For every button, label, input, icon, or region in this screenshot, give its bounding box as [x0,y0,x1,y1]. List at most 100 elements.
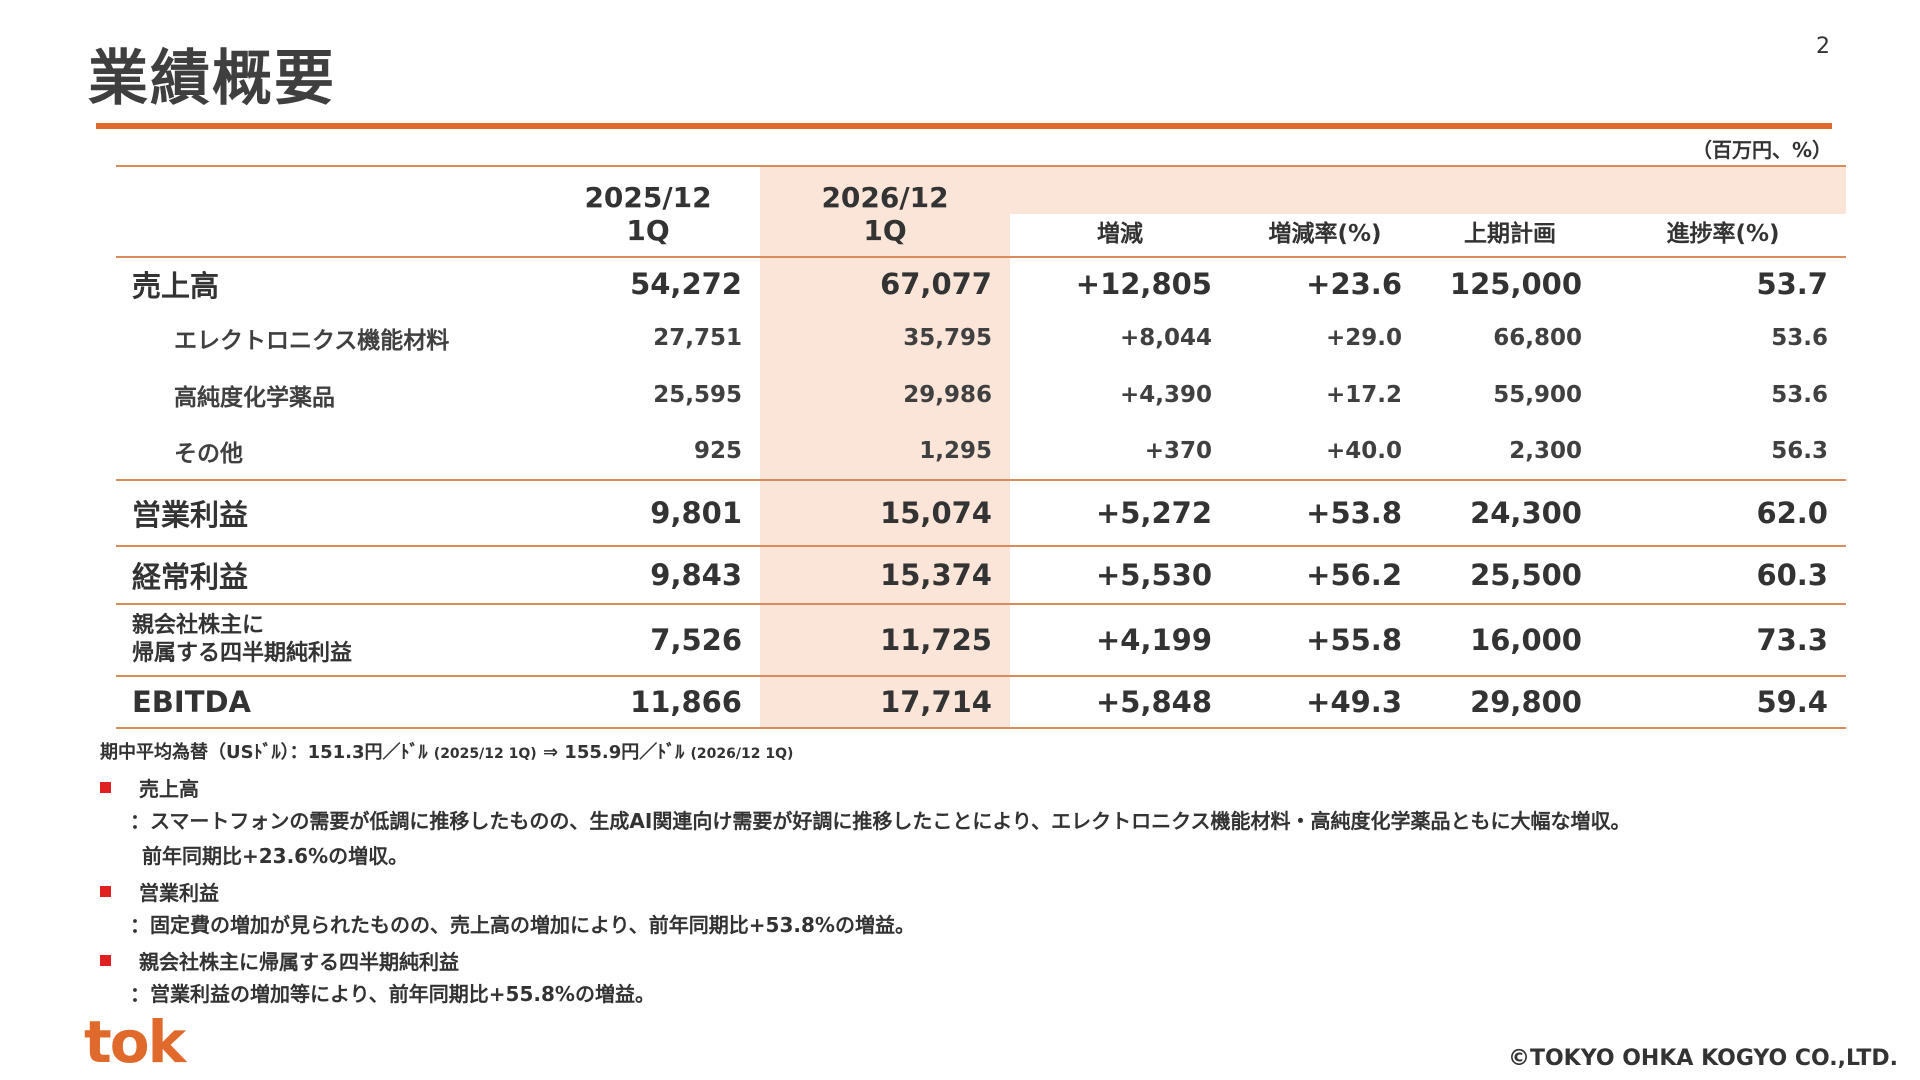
cell-prev: 11,866 [536,675,760,729]
cell-plan: 29,800 [1420,675,1600,729]
cell-rate: +23.6 [1306,266,1402,301]
header-change-rate: 増減率(%) [1230,214,1420,258]
table-row-ebitda: EBITDA 11,866 17,714 +5,848 +49.3 29,800… [116,675,1846,729]
cell-prev: 54,272 [630,266,742,301]
row-label: 営業利益 [116,479,536,546]
comment-body: ：固定費の増加が見られたものの、売上高の増加により、前年同期比+53.8%の増益… [100,908,1860,943]
cell-change: +8,044 [1119,324,1212,351]
comment-line: ：固定費の増加が見られたものの、売上高の増加により、前年同期比+53.8%の増益… [130,913,915,937]
table-row-operating-income: 営業利益 9,801 15,074 +5,272 +53.8 24,300 62… [116,479,1846,546]
cell-prev: 9,801 [536,479,760,546]
cell-rate: +40.0 [1325,438,1402,464]
fx-prev-period: (2025/12 1Q) [433,746,537,762]
comment-heading-text: 売上高 [139,776,199,801]
row-label: 親会社株主に 帰属する四半期純利益 [116,603,536,676]
row-label: エレクトロニクス機能材料 [174,327,450,354]
cell-progress: 73.3 [1600,603,1846,676]
cell-plan: 55,900 [1493,381,1582,408]
cell-plan: 125,000 [1449,266,1582,301]
header-row-columns: 1Q 1Q 増減 増減率(%) 上期計画 進捗率(%) [116,214,1846,258]
cell-progress: 56.3 [1771,438,1828,464]
cell-prev: 7,526 [536,603,760,676]
cell-prev: 9,843 [536,545,760,604]
cell-curr: 29,986 [760,366,1010,423]
cell-rate: +55.8 [1230,603,1420,676]
cell-curr: 15,074 [760,479,1010,546]
row-label: その他 [174,441,243,467]
comment-line: 前年同期比+23.6%の増収。 [142,844,409,868]
row-label: 高純度化学薬品 [174,384,335,411]
table-row-chemicals: 高純度化学薬品 25,595 29,986 +4,390 +17.2 55,90… [116,366,1846,423]
cell-rate: +49.3 [1230,675,1420,729]
financial-summary-table: 2025/12 2026/12 1Q 1Q 増減 増減率(%) 上期計画 進捗率… [116,165,1846,729]
cell-progress: 53.6 [1771,381,1828,408]
row-label: 売上高 [132,268,220,303]
table-row-ordinary-income: 経常利益 9,843 15,374 +5,530 +56.2 25,500 60… [116,545,1846,604]
header-progress: 進捗率(%) [1600,214,1846,258]
header-change: 増減 [1010,214,1230,258]
cell-progress: 60.3 [1600,545,1846,604]
page-number: 2 [1816,34,1830,59]
cell-prev: 925 [693,438,742,464]
row-label-line2: 帰属する四半期純利益 [132,641,353,666]
cell-change: +5,272 [1010,479,1230,546]
cell-progress: 53.6 [1771,324,1828,351]
cell-prev: 27,751 [653,324,742,351]
header-blank [116,165,536,214]
cell-curr: 15,374 [760,545,1010,604]
bullet-square-icon [100,885,111,897]
comment-heading-text: 営業利益 [139,880,219,905]
bullet-square-icon [100,954,111,966]
slide-title: 業績概要 [88,44,336,114]
cell-rate: +17.2 [1325,381,1402,408]
cell-plan: 24,300 [1420,479,1600,546]
cell-change: +5,530 [1010,545,1230,604]
comment-heading: 親会社株主に帰属する四半期純利益 [100,943,1860,977]
cell-change: +4,390 [1119,381,1212,408]
comment-heading-text: 親会社株主に帰属する四半期純利益 [139,949,459,974]
cell-plan: 66,800 [1493,324,1582,351]
header-prev-year: 2025/12 [536,165,760,214]
cell-change: +4,199 [1010,603,1230,676]
fx-arrow: ⇒ 155.9円／ﾄﾞﾙ [542,742,685,763]
fx-curr-period: (2026/12 1Q) [690,746,794,762]
cell-curr: 1,295 [760,423,1010,480]
cell-curr: 35,795 [760,309,1010,366]
cell-change: +12,805 [1075,266,1212,301]
comment-line: ：スマートフォンの需要が低調に推移したものの、生成AI関連向け需要が好調に推移し… [130,809,1631,833]
table-row-sales: 売上高 54,272 67,077 +12,805 +23.6 125,000 … [116,257,1846,309]
cell-progress: 53.7 [1756,266,1828,301]
cell-plan: 16,000 [1420,603,1600,676]
comment-body: ：スマートフォンの需要が低調に推移したものの、生成AI関連向け需要が好調に推移し… [100,804,1860,874]
cell-rate: +53.8 [1230,479,1420,546]
cell-curr: 17,714 [760,675,1010,729]
cell-change: +5,848 [1010,675,1230,729]
header-plan: 上期計画 [1420,214,1600,258]
header-prev-quarter: 1Q [536,214,760,258]
bullet-square-icon [100,781,111,793]
cell-curr: 11,725 [760,603,1010,676]
cell-rate: +56.2 [1230,545,1420,604]
header-curr-quarter: 1Q [760,214,1010,258]
comment-heading: 売上高 [100,770,1860,804]
cell-plan: 25,500 [1420,545,1600,604]
fx-label: 期中平均為替（USﾄﾞﾙ）：151.3円／ﾄﾞﾙ [100,742,428,763]
table-row-net-income: 親会社株主に 帰属する四半期純利益 7,526 11,725 +4,199 +5… [116,603,1846,676]
comment-line: ：営業利益の増加等により、前年同期比+55.8%の増益。 [130,982,655,1006]
fx-rate-note: 期中平均為替（USﾄﾞﾙ）：151.3円／ﾄﾞﾙ (2025/12 1Q) ⇒ … [100,738,793,764]
comment-body: ：営業利益の増加等により、前年同期比+55.8%の増益。 [100,977,1860,1012]
tok-logo: tok [84,1008,186,1076]
row-label: 経常利益 [116,545,536,604]
cell-plan: 2,300 [1509,438,1582,464]
table-row-other: その他 925 1,295 +370 +40.0 2,300 56.3 [116,423,1846,480]
cell-change: +370 [1144,438,1212,464]
copyright: ©TOKYO OHKA KOGYO CO.,LTD. [1507,1046,1898,1071]
comment-heading: 営業利益 [100,874,1860,908]
comments-section: 売上高 ：スマートフォンの需要が低調に推移したものの、生成AI関連向け需要が好調… [100,770,1860,1012]
title-rule [96,123,1832,129]
unit-label: （百万円、%） [1691,138,1832,162]
header-curr-year: 2026/12 [760,165,1010,214]
cell-curr: 67,077 [760,257,1010,309]
cell-rate: +29.0 [1325,324,1402,351]
cell-progress: 62.0 [1600,479,1846,546]
